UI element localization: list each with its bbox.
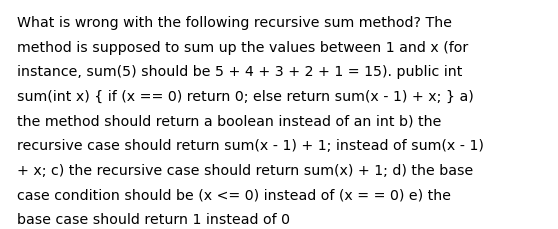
Text: the method should return a boolean instead of an int b) the: the method should return a boolean inste… xyxy=(17,114,441,128)
Text: case condition should be (x <= 0) instead of (x = = 0) e) the: case condition should be (x <= 0) instea… xyxy=(17,188,451,202)
Text: instance, sum(5) should be 5 + 4 + 3 + 2 + 1 = 15). public int: instance, sum(5) should be 5 + 4 + 3 + 2… xyxy=(17,65,462,79)
Text: base case should return 1 instead of 0: base case should return 1 instead of 0 xyxy=(17,212,290,226)
Text: What is wrong with the following recursive sum method? The: What is wrong with the following recursi… xyxy=(17,16,452,30)
Text: method is supposed to sum up the values between 1 and x (for: method is supposed to sum up the values … xyxy=(17,41,468,55)
Text: + x; c) the recursive case should return sum(x) + 1; d) the base: + x; c) the recursive case should return… xyxy=(17,163,473,177)
Text: recursive case should return sum(x - 1) + 1; instead of sum(x - 1): recursive case should return sum(x - 1) … xyxy=(17,139,484,153)
Text: sum(int x) { if (x == 0) return 0; else return sum(x - 1) + x; } a): sum(int x) { if (x == 0) return 0; else … xyxy=(17,90,474,104)
